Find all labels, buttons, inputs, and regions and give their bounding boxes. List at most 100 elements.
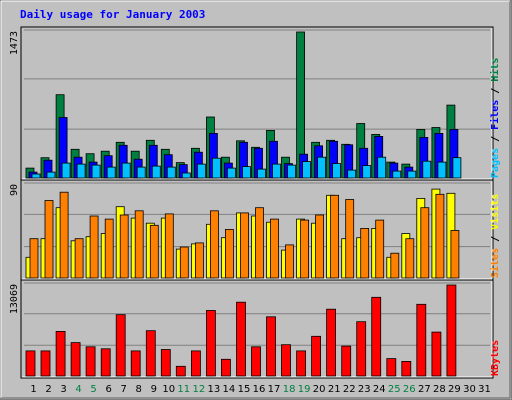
bar-sites-day-25 bbox=[390, 252, 400, 279]
day-axis: 1 2 3 4 5 6 7 8 9 10 11 12 13 14 15 16 17 18 19 20 21 22 23 24 2… bbox=[30, 384, 491, 395]
bar-sites-day-5 bbox=[89, 215, 99, 279]
bar-kbytes-day-28 bbox=[431, 331, 442, 377]
panel-hits-files-pages: 1473 Pages / Files / Hits bbox=[9, 26, 501, 181]
day-label-2: 2 bbox=[45, 384, 51, 395]
bar-kbytes-day-1 bbox=[25, 350, 36, 377]
legend-kbytes: KBytes bbox=[490, 340, 501, 376]
bar-kbytes-day-7 bbox=[115, 314, 126, 377]
legend-hits-files-pages: Pages / Files / Hits bbox=[489, 58, 501, 178]
legend-item-hits: Hits bbox=[489, 58, 501, 82]
bar-sites-day-12 bbox=[194, 242, 204, 279]
day-label-19: 19 bbox=[298, 384, 311, 395]
day-label-9: 9 bbox=[151, 384, 157, 395]
bar-pages-day-29 bbox=[452, 157, 462, 179]
day-label-14: 14 bbox=[223, 384, 236, 395]
bar-sites-day-17 bbox=[270, 218, 279, 279]
y-max-label: 1473 bbox=[9, 31, 20, 55]
day-label-10: 10 bbox=[162, 384, 175, 395]
chart-title: Daily usage for January 2003 bbox=[20, 8, 205, 21]
day-label-4: 4 bbox=[75, 384, 81, 395]
bar-pages-day-23 bbox=[362, 165, 372, 179]
bar-sites-day-20 bbox=[315, 214, 325, 279]
bar-sites-day-24 bbox=[375, 219, 385, 279]
bar-sites-day-21 bbox=[330, 194, 340, 279]
day-label-3: 3 bbox=[60, 384, 66, 395]
bar-sites-day-29 bbox=[450, 230, 460, 279]
bar-sites-day-16 bbox=[255, 207, 264, 279]
legend-item-kbytes: KBytes bbox=[490, 340, 501, 376]
bar-kbytes-day-23 bbox=[356, 321, 367, 377]
panel-visits-sites: 90 Sites / Visits bbox=[9, 179, 501, 281]
bar-kbytes-day-22 bbox=[341, 345, 352, 377]
bar-kbytes-day-6 bbox=[100, 348, 111, 377]
bar-kbytes-day-12 bbox=[190, 350, 201, 377]
bar-sites-day-7 bbox=[119, 214, 129, 279]
legend-item-visits: Visits bbox=[489, 194, 501, 230]
day-label-28: 28 bbox=[433, 384, 446, 395]
bar-pages-day-10 bbox=[166, 166, 176, 179]
bar-kbytes-day-9 bbox=[145, 330, 156, 377]
bar-pages-day-24 bbox=[377, 156, 387, 179]
bar-sites-day-9 bbox=[149, 224, 159, 279]
bar-kbytes-day-14 bbox=[220, 358, 231, 377]
bar-pages-day-3 bbox=[61, 162, 71, 179]
bar-sites-day-15 bbox=[240, 212, 249, 279]
bar-kbytes-day-5 bbox=[85, 346, 96, 377]
y-max-label: 13069 bbox=[9, 284, 20, 314]
bar-kbytes-day-10 bbox=[160, 349, 171, 377]
legend-visits-sites: Sites / Visits bbox=[489, 194, 501, 278]
bar-pages-day-16 bbox=[257, 168, 266, 179]
day-label-13: 13 bbox=[208, 384, 221, 395]
bar-sites-day-13 bbox=[209, 210, 219, 279]
bar-pages-day-13 bbox=[211, 157, 221, 179]
bar-pages-day-27 bbox=[422, 160, 432, 179]
bar-pages-day-22 bbox=[347, 169, 357, 179]
bar-sites-day-14 bbox=[224, 228, 234, 279]
bar-pages-day-7 bbox=[121, 162, 131, 179]
bar-pages-day-4 bbox=[76, 163, 86, 179]
bar-kbytes-day-13 bbox=[205, 310, 216, 377]
bar-sites-day-22 bbox=[345, 199, 355, 279]
day-label-22: 22 bbox=[343, 384, 356, 395]
day-label-23: 23 bbox=[358, 384, 371, 395]
bar-kbytes-day-25 bbox=[386, 358, 397, 377]
legend-separator: / bbox=[490, 230, 501, 248]
day-label-31: 31 bbox=[478, 384, 491, 395]
bar-pages-day-15 bbox=[242, 166, 251, 179]
bar-kbytes-day-26 bbox=[401, 360, 412, 377]
day-label-15: 15 bbox=[238, 384, 251, 395]
bar-pages-day-12 bbox=[196, 163, 206, 179]
bar-kbytes-day-2 bbox=[40, 350, 51, 377]
bar-sites-day-28 bbox=[435, 193, 445, 279]
bar-pages-day-19 bbox=[302, 161, 312, 179]
bar-pages-day-5 bbox=[91, 164, 101, 179]
bar-sites-day-27 bbox=[420, 207, 430, 279]
day-label-20: 20 bbox=[313, 384, 326, 395]
day-label-5: 5 bbox=[90, 384, 96, 395]
bar-pages-day-8 bbox=[136, 166, 146, 179]
bar-kbytes-day-18 bbox=[281, 344, 291, 377]
bar-kbytes-day-15 bbox=[236, 301, 246, 377]
bar-kbytes-day-21 bbox=[326, 308, 337, 377]
bar-sites-day-11 bbox=[179, 246, 189, 279]
day-label-30: 30 bbox=[463, 384, 476, 395]
day-label-7: 7 bbox=[121, 384, 127, 395]
day-label-27: 27 bbox=[418, 384, 431, 395]
panel-kbytes: 13069 KBytes bbox=[9, 279, 501, 379]
legend-separator: / bbox=[490, 82, 501, 100]
bar-sites-day-26 bbox=[405, 238, 415, 279]
day-label-11: 11 bbox=[177, 384, 190, 395]
bar-kbytes-day-20 bbox=[311, 335, 322, 377]
bar-sites-day-19 bbox=[300, 219, 310, 279]
day-label-12: 12 bbox=[193, 384, 206, 395]
bar-kbytes-day-3 bbox=[55, 330, 66, 377]
day-label-8: 8 bbox=[136, 384, 142, 395]
bar-sites-day-18 bbox=[285, 244, 294, 279]
bar-sites-day-3 bbox=[59, 191, 69, 279]
y-max-label: 90 bbox=[9, 184, 20, 196]
bar-pages-day-21 bbox=[332, 163, 342, 179]
bar-kbytes-day-16 bbox=[251, 346, 261, 377]
day-label-17: 17 bbox=[268, 384, 281, 395]
bar-pages-day-25 bbox=[392, 170, 402, 179]
